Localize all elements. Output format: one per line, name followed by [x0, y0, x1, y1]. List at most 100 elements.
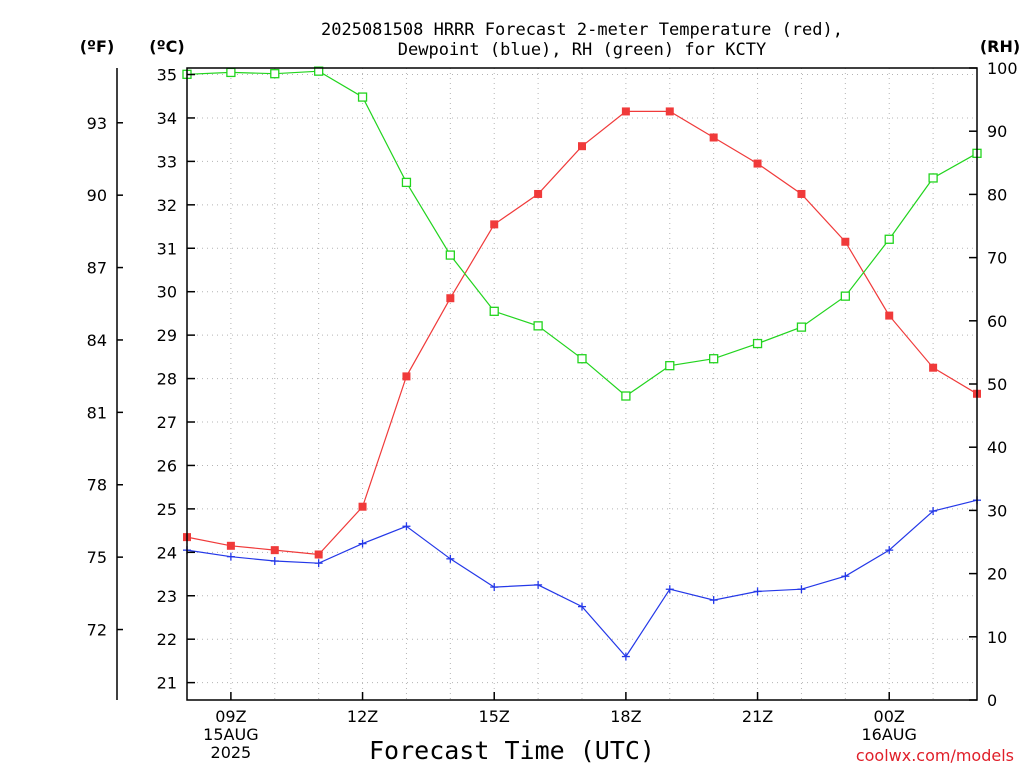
celsius-tick-label: 31 [157, 239, 177, 258]
data-point-rh [796, 322, 807, 332]
data-point-dewpoint [226, 552, 235, 561]
celsius-unit-label: (ºC) [149, 37, 184, 56]
fahrenheit-tick-label: 90 [87, 186, 107, 205]
rh-tick-label: 70 [987, 249, 1007, 268]
x-axis-title: Forecast Time (UTC) [369, 736, 655, 765]
data-point-rh [621, 391, 631, 401]
data-point-dewpoint [709, 596, 718, 605]
data-point-rh [226, 67, 236, 78]
celsius-tick-label: 25 [157, 500, 177, 519]
celsius-tick-label: 32 [157, 196, 177, 215]
fahrenheit-tick-label: 78 [87, 476, 107, 495]
fahrenheit-tick-label: 84 [87, 331, 107, 350]
grid-lines [187, 68, 977, 700]
fahrenheit-tick-label: 87 [87, 259, 107, 278]
rh-tick-label: 60 [987, 312, 1007, 331]
data-point-temperature [841, 237, 850, 246]
data-point-temperature [753, 159, 762, 168]
title-line-2: Dewpoint (blue), RH (green) for KCTY [398, 40, 766, 60]
celsius-tick-label: 33 [157, 152, 177, 171]
fahrenheit-tick-label: 81 [87, 403, 107, 422]
data-point-temperature [314, 550, 323, 559]
data-point-temperature [621, 107, 630, 116]
rh-tick-label: 80 [987, 185, 1007, 204]
x-tick-label: 16AUG [862, 725, 917, 744]
data-point-rh [270, 69, 280, 79]
x-tick-label: 15AUG [203, 725, 258, 744]
data-point-rh [577, 354, 587, 364]
data-point-dewpoint [621, 652, 630, 661]
data-point-rh [752, 338, 763, 349]
celsius-tick-label: 23 [157, 587, 177, 606]
data-point-rh [928, 173, 938, 183]
rh-tick-label: 40 [987, 438, 1007, 457]
x-tick-label: 18Z [610, 707, 641, 726]
data-point-temperature [358, 502, 367, 511]
x-tick-label: 00Z [874, 707, 905, 726]
title-line-1: 2025081508 HRRR Forecast 2-meter Tempera… [321, 20, 843, 40]
credit-text: coolwx.com/models [856, 746, 1014, 765]
data-point-temperature [402, 372, 411, 381]
rh-tick-label: 50 [987, 375, 1007, 394]
data-point-dewpoint [841, 572, 850, 581]
celsius-tick-label: 26 [157, 456, 177, 475]
data-point-rh [665, 361, 675, 371]
celsius-tick-label: 27 [157, 413, 177, 432]
data-point-rh [533, 321, 543, 331]
data-point-dewpoint [314, 559, 323, 568]
data-point-dewpoint [446, 554, 455, 563]
data-point-temperature [534, 189, 543, 198]
fahrenheit-tick-label: 75 [87, 548, 107, 567]
rh-tick-label: 10 [987, 628, 1007, 647]
data-point-temperature [446, 294, 455, 303]
data-point-temperature [665, 107, 674, 116]
rh-tick-label: 30 [987, 501, 1007, 520]
data-point-temperature [929, 363, 938, 372]
data-point-dewpoint [534, 580, 543, 589]
axes-layer: 21 22 23 24 25 26 27 28 29 30 31 32 33 34 35 72 75 78 81 84… [87, 59, 1018, 762]
celsius-tick-label: 35 [157, 66, 177, 85]
celsius-tick-label: 34 [157, 109, 177, 128]
data-point-dewpoint [753, 587, 762, 596]
rh-tick-label: 20 [987, 565, 1007, 584]
series-dewpoint [183, 496, 981, 661]
x-tick-label: 12Z [347, 707, 378, 726]
data-point-dewpoint [665, 585, 674, 594]
celsius-tick-label: 24 [157, 543, 177, 562]
data-point-rh [401, 177, 412, 188]
data-point-temperature [270, 546, 279, 555]
data-point-dewpoint [797, 585, 806, 594]
fahrenheit-tick-label: 93 [87, 114, 107, 133]
data-point-temperature [490, 220, 499, 229]
celsius-tick-label: 28 [157, 370, 177, 389]
data-point-rh [357, 92, 368, 102]
data-point-rh [884, 234, 894, 244]
rh-tick-label: 90 [987, 122, 1007, 141]
data-point-temperature [226, 541, 235, 550]
celsius-tick-label: 22 [157, 630, 177, 649]
data-point-rh [840, 291, 850, 301]
data-point-dewpoint [885, 546, 894, 555]
data-point-dewpoint [578, 602, 586, 611]
data-point-dewpoint [402, 522, 411, 531]
chart-title: 2025081508 HRRR Forecast 2-meter Tempera… [321, 20, 843, 60]
x-tick-label: 21Z [742, 707, 773, 726]
series-temperature [183, 107, 981, 559]
data-point-rh [314, 66, 324, 76]
data-point-temperature [578, 142, 586, 151]
rh-tick-label: 0 [987, 691, 997, 710]
data-point-temperature [885, 311, 894, 320]
data-point-dewpoint [490, 583, 499, 592]
data-point-temperature [709, 133, 718, 142]
celsius-tick-label: 29 [157, 326, 177, 345]
data-point-rh [489, 306, 499, 316]
data-point-rh [709, 354, 719, 364]
celsius-tick-label: 21 [157, 674, 177, 693]
fahrenheit-tick-label: 72 [87, 621, 107, 640]
rh-unit-label: (RH) [980, 37, 1020, 56]
data-point-dewpoint [358, 539, 367, 548]
rh-tick-label: 100 [987, 59, 1018, 78]
x-tick-label: 2025 [211, 743, 252, 762]
fahrenheit-unit-label: (ºF) [80, 37, 115, 56]
